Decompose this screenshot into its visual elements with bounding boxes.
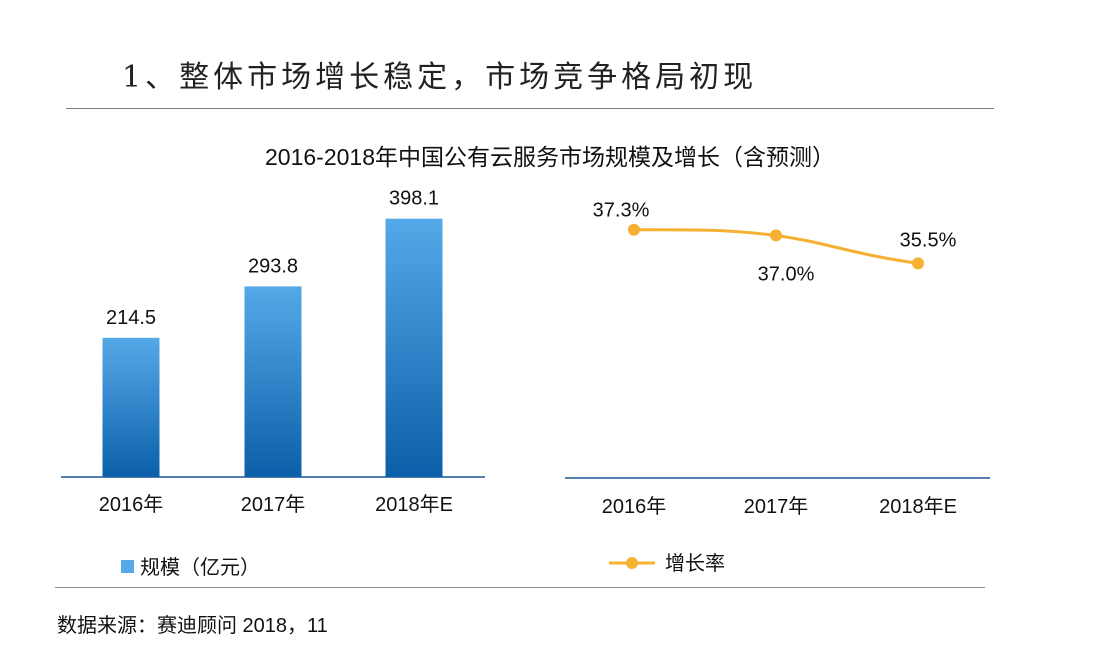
section-heading: 1、整体市场增长稳定，市场竞争格局初现 (122, 60, 758, 95)
growth-rate-point-3 (912, 257, 924, 270)
bar-legend-swatch (121, 560, 134, 573)
bar-legend-label: 规模（亿元） (140, 556, 260, 579)
bar-3 (385, 218, 443, 477)
line-legend-label: 增长率 (665, 552, 725, 575)
line-x-tick-label: 2016年 (602, 495, 667, 518)
line-x-tick-label: 2017年 (744, 495, 809, 518)
bar-x-tick-label: 2017年 (241, 493, 306, 516)
chart-title: 2016-2018年中国公有云服务市场规模及增长（含预测） (265, 144, 835, 170)
growth-rate-point-2 (770, 229, 782, 242)
line-x-tick-label: 2018年E (879, 495, 957, 518)
bar-2 (244, 286, 302, 477)
bar-data-label: 293.8 (248, 255, 298, 277)
bar-x-tick-label: 2016年 (99, 493, 164, 516)
heading-divider (66, 108, 994, 109)
bar-data-label: 398.1 (389, 188, 439, 210)
line-legend-marker (626, 557, 638, 569)
growth-rate-data-label: 37.0% (758, 263, 815, 285)
growth-rate-point-1 (628, 223, 640, 236)
growth-rate-data-label: 35.5% (900, 229, 957, 251)
bar-x-tick-label: 2018年E (375, 493, 453, 516)
growth-rate-data-label: 37.3% (593, 200, 650, 222)
bar-1 (102, 337, 160, 477)
bar-data-label: 214.5 (106, 307, 156, 329)
data-source: 数据来源：赛迪顾问 2018，11 (57, 615, 328, 637)
footer-divider (55, 587, 985, 588)
